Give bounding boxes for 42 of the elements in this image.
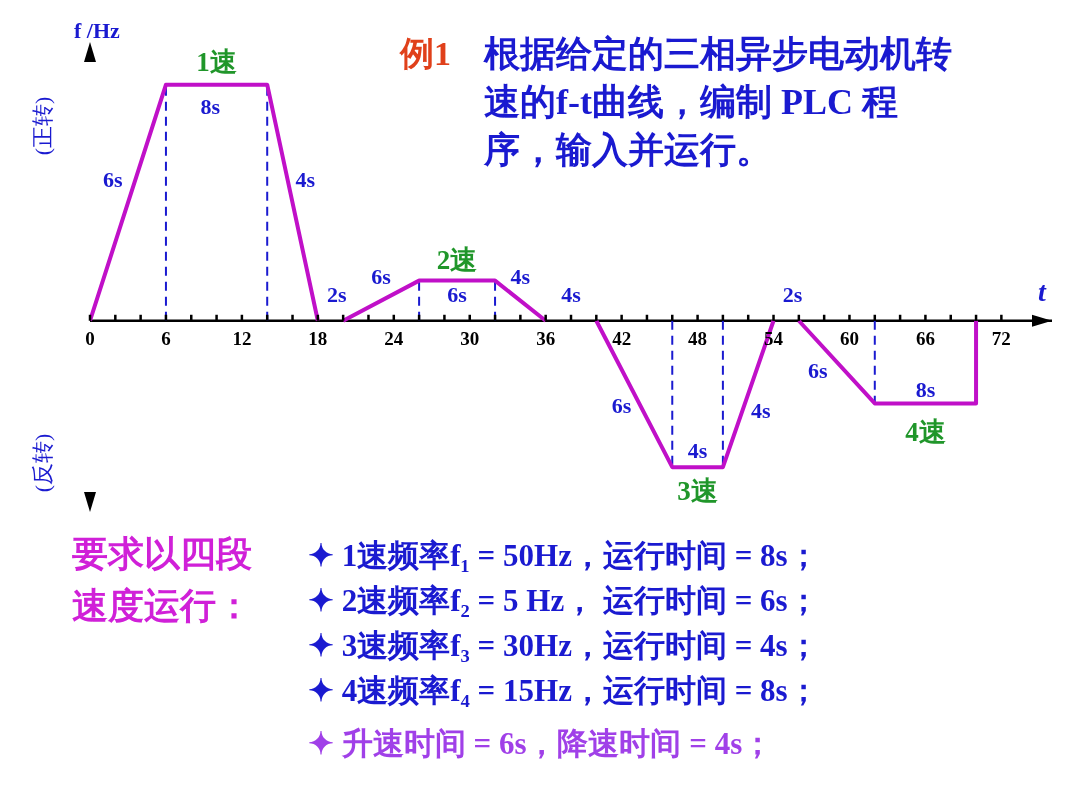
text: ✦ 4速频率f₄ = 15Hz，运行时间 = 8s；	[308, 672, 819, 710]
annotation: 6s	[808, 358, 829, 384]
annotation: 2s	[782, 282, 803, 308]
x-tick-label: 66	[915, 327, 935, 349]
x-tick-label: 24	[384, 327, 404, 349]
text: 1速	[196, 46, 237, 77]
x-tick-label: 0	[85, 327, 95, 349]
x-axis-title: t	[1038, 275, 1047, 307]
text: ✦ 2速频率f₂ = 5 Hz， 运行时间 = 6s；	[308, 582, 819, 620]
x-tick-label: 12	[232, 327, 252, 349]
annotation: 8s	[200, 93, 221, 119]
annotation: 4s	[295, 166, 316, 192]
annotation: 6s	[611, 393, 632, 419]
text: ✦ 3速频率f₃ = 30Hz，运行时间 = 4s；	[308, 627, 819, 665]
x-tick-label: 72	[991, 327, 1011, 349]
annotation: 4速	[905, 417, 946, 448]
annotation: 6s	[103, 166, 123, 192]
annotation: 4s	[561, 282, 582, 308]
annotation: 2s	[327, 282, 348, 308]
x-tick-label: 48	[688, 327, 708, 349]
x-tick-label: 18	[308, 327, 328, 349]
annotation: 2速	[436, 244, 478, 275]
annotation: 4s	[687, 438, 708, 464]
chart-subtitle: 根据给定的三相异步电动机转速的f-t曲线，编制 PLC 程序，输入并运行。	[484, 33, 953, 172]
annotation: 4s	[751, 398, 772, 424]
x-tick-label: 6	[161, 327, 171, 349]
text: 要求以四段速度运行：	[72, 532, 253, 628]
y-axis-title: f /Hz	[74, 18, 121, 43]
text: (正转)	[29, 96, 55, 156]
text: (反转)	[29, 433, 55, 493]
text: ✦ 1速频率f₁ = 50Hz，运行时间 = 8s；	[308, 537, 819, 575]
annotation: 8s	[915, 376, 936, 402]
annotation: 6s	[371, 263, 392, 289]
annotation: 4s	[510, 263, 531, 289]
text: 3速	[677, 476, 718, 507]
x-tick-label: 30	[460, 327, 480, 349]
x-tick-label: 42	[612, 327, 632, 349]
annotation: 6s	[447, 282, 468, 308]
text: ✦ 升速时间 = 6s，降速时间 = 4s；	[308, 725, 775, 763]
x-tick-label: 60	[839, 327, 859, 349]
x-tick-label: 36	[536, 327, 556, 349]
chart-title: 例1	[400, 34, 451, 74]
